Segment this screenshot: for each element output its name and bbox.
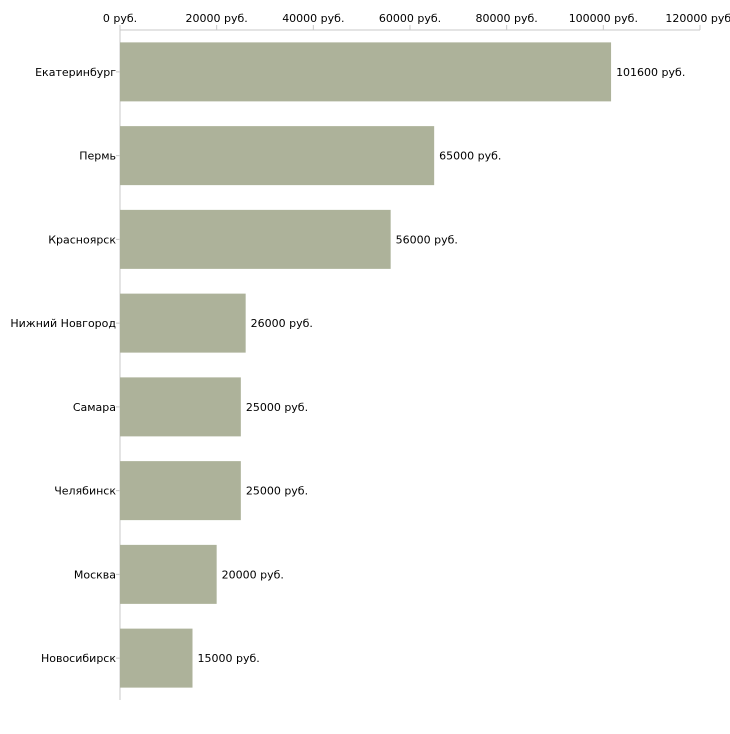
value-label: 15000 руб. [198, 652, 260, 665]
bar [120, 126, 435, 186]
value-label: 26000 руб. [251, 317, 313, 330]
bar [120, 628, 193, 688]
category-label: Челябинск [54, 485, 116, 498]
x-tick-label: 60000 руб. [379, 12, 441, 25]
bar [120, 209, 391, 269]
x-tick-label: 20000 руб. [186, 12, 248, 25]
x-tick-label: 100000 руб. [569, 12, 638, 25]
category-label: Самара [73, 401, 116, 414]
category-label: Пермь [79, 150, 116, 163]
category-label: Нижний Новгород [10, 317, 116, 330]
bar [120, 377, 241, 437]
x-tick-label: 120000 руб. [665, 12, 730, 25]
bar [120, 461, 241, 521]
value-label: 101600 руб. [616, 66, 685, 79]
value-label: 25000 руб. [246, 485, 308, 498]
bar [120, 293, 246, 353]
value-label: 25000 руб. [246, 401, 308, 414]
bars-layer [120, 42, 612, 688]
x-tick-label: 0 руб. [103, 12, 137, 25]
x-tick-label: 40000 руб. [282, 12, 344, 25]
bar [120, 544, 217, 604]
category-label: Новосибирск [41, 652, 116, 665]
labels-layer: Екатеринбург 101600 руб. Пермь 65000 руб. Кр… [10, 66, 685, 665]
value-label: 56000 руб. [396, 233, 458, 246]
category-label: Екатеринбург [35, 66, 116, 79]
x-tick-label: 80000 руб. [476, 12, 538, 25]
value-label: 20000 руб. [222, 568, 284, 581]
category-label: Красноярск [48, 233, 116, 246]
value-label: 65000 руб. [439, 150, 501, 163]
bar [120, 42, 612, 102]
category-label: Москва [74, 568, 116, 581]
